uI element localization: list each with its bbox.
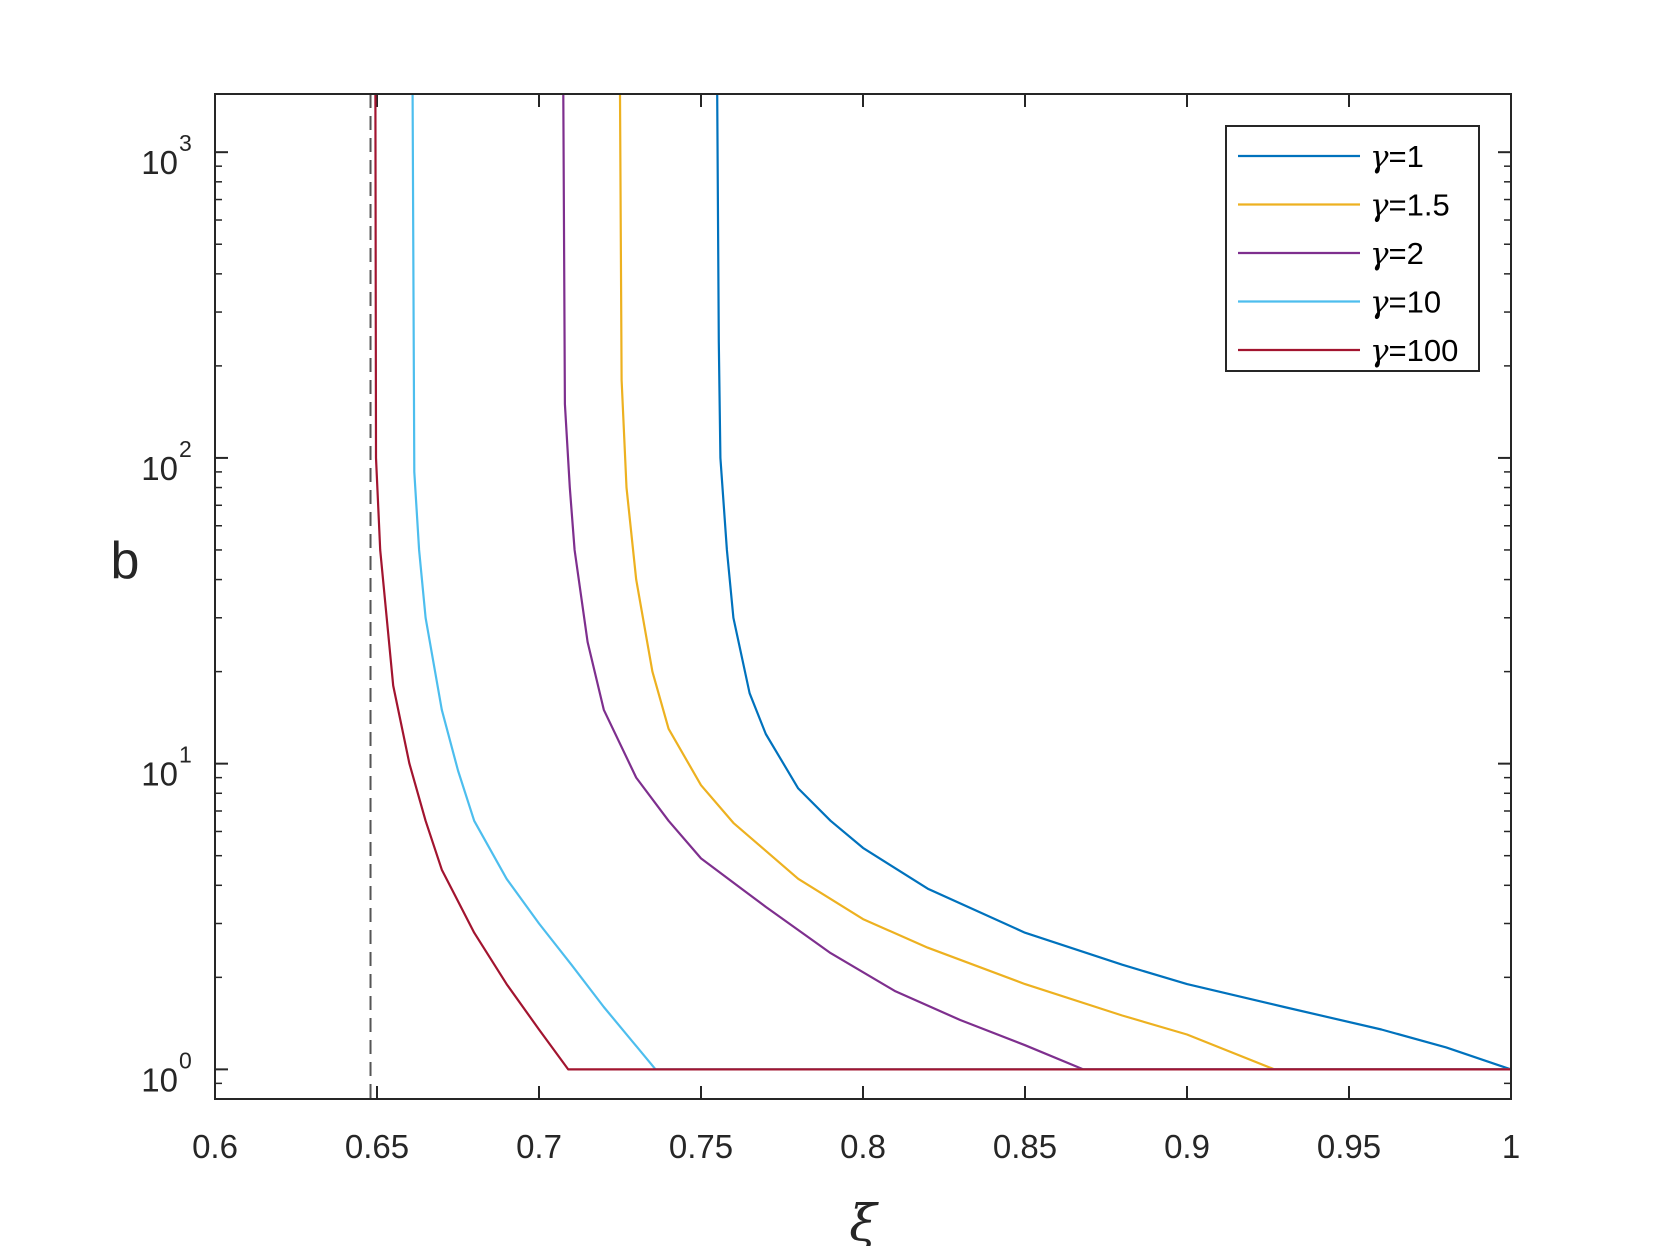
x-axis-label: ξ <box>849 1194 879 1246</box>
y-tick-label-exponent: 1 <box>179 742 192 768</box>
x-tick-label: 1 <box>1502 1128 1520 1165</box>
x-tick-label: 0.9 <box>1164 1128 1210 1165</box>
legend-label-1: γ=1 <box>1370 139 1424 175</box>
legend-box <box>1225 125 1480 372</box>
legend-label-5: γ=100 <box>1370 333 1458 369</box>
series-line-1 <box>716 94 1511 1071</box>
x-tick-label: 0.8 <box>840 1128 886 1165</box>
legend-items: γ=1 γ=1.5 γ=2 γ=10 γ=100 <box>1238 139 1458 369</box>
x-tick-label: 0.75 <box>669 1128 733 1165</box>
legend: γ=1 γ=1.5 γ=2 γ=10 γ=100 <box>1225 125 1480 372</box>
legend-label-2: γ=1.5 <box>1370 188 1450 224</box>
minor-ticks <box>215 165 1511 1100</box>
y-tick-label-exponent: 2 <box>179 436 192 462</box>
y-tick-label-base: 10 <box>141 144 178 181</box>
y-tick-label-base: 10 <box>141 756 178 793</box>
x-tick-label: 0.85 <box>993 1128 1057 1165</box>
y-axis-label: b <box>111 532 140 590</box>
series-line-3 <box>562 94 1511 1071</box>
legend-label-4: γ=10 <box>1370 285 1441 321</box>
y-tick-label-exponent: 0 <box>179 1047 192 1073</box>
series-line-2 <box>618 94 1511 1071</box>
y-tick-label-exponent: 3 <box>179 130 192 156</box>
x-tick-label: 0.6 <box>192 1128 238 1165</box>
legend-label-3: γ=2 <box>1370 236 1424 272</box>
x-tick-label: 0.65 <box>345 1128 409 1165</box>
plot-area <box>369 94 1511 1099</box>
y-tick-label-base: 10 <box>141 1061 178 1098</box>
x-tick-label: 0.7 <box>516 1128 562 1165</box>
series-group <box>374 94 1511 1071</box>
series-line-5 <box>374 94 1511 1071</box>
x-tick-labels: 0.6 0.65 0.7 0.75 0.8 0.85 0.9 0.95 1 <box>192 1128 1520 1165</box>
x-tick-label: 0.95 <box>1317 1128 1381 1165</box>
axes-box <box>214 93 1512 1100</box>
y-tick-label-base: 10 <box>141 450 178 487</box>
series-line-4 <box>411 94 1511 1071</box>
